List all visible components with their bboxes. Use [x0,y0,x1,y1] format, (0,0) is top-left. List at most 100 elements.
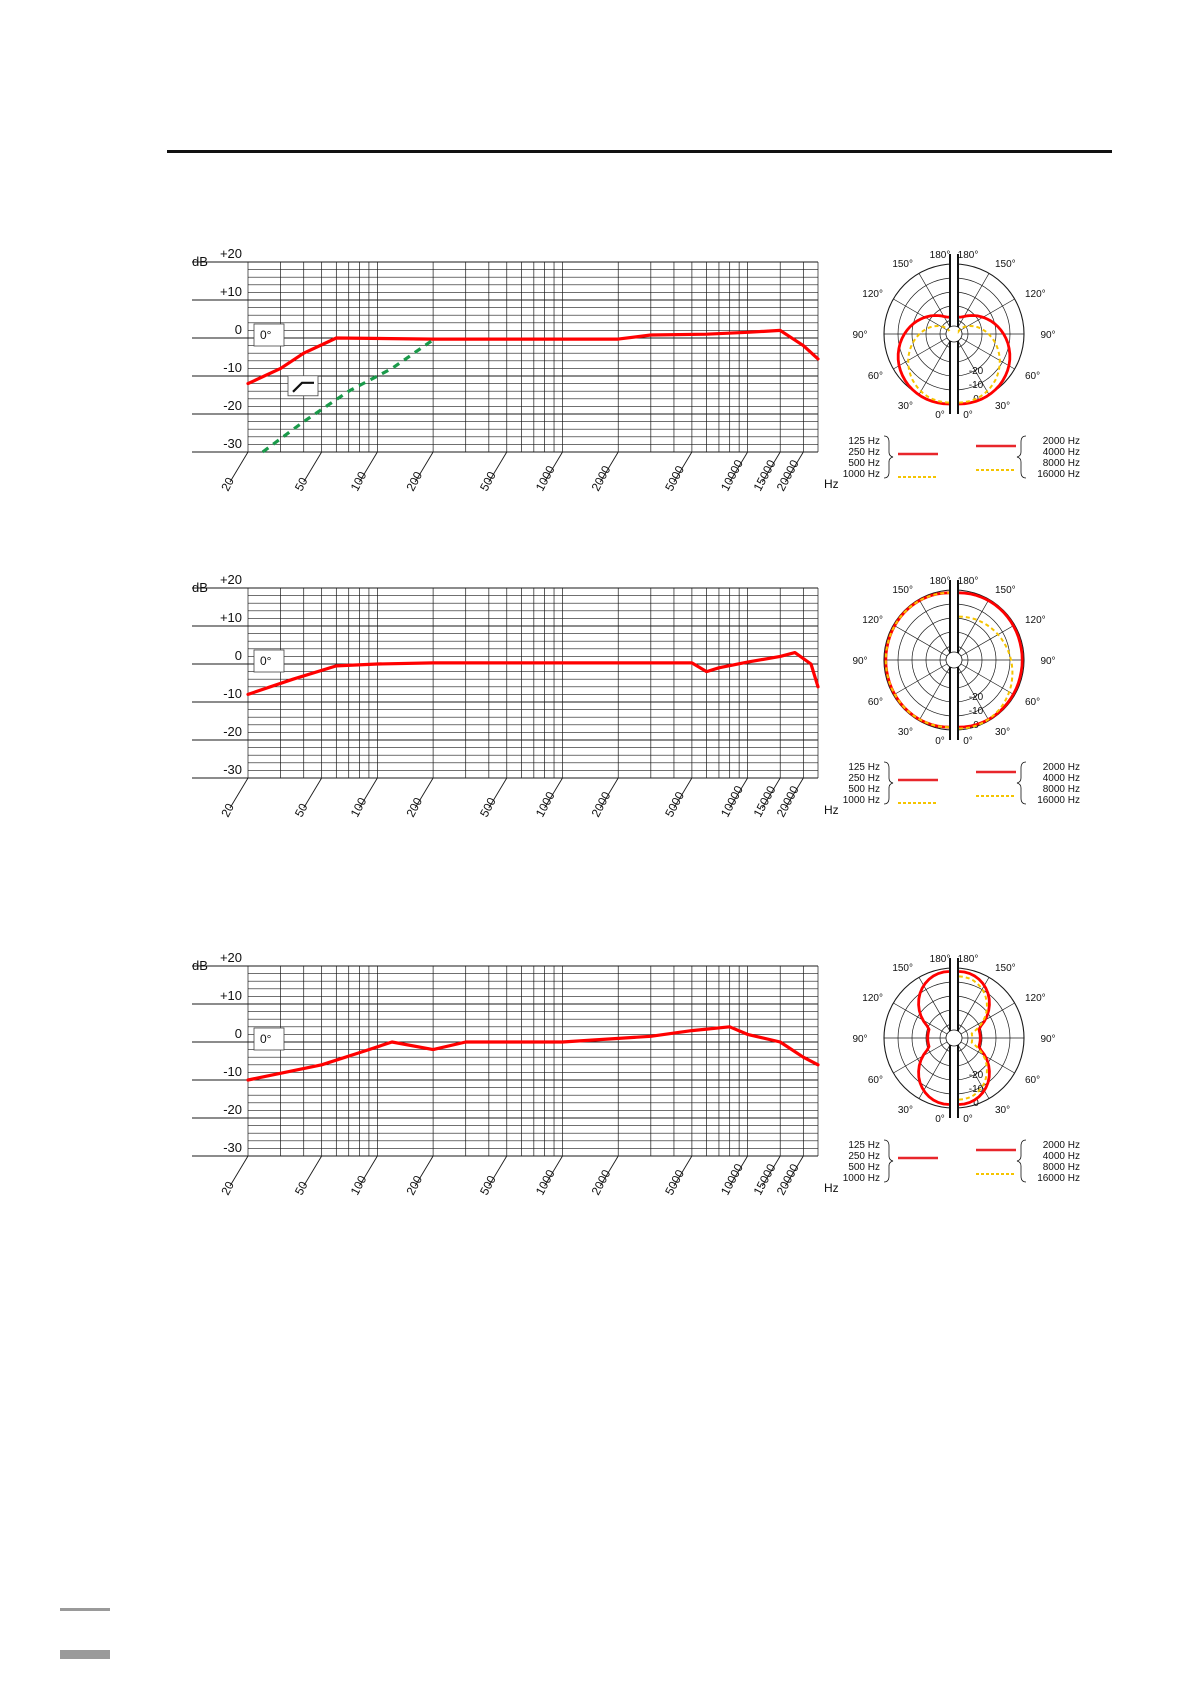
angle-annotation: 0° [260,1032,272,1046]
x-tick-label: 5000 [662,463,687,493]
x-tick-label: 200 [403,1173,425,1198]
y-tick-label: -20 [223,398,242,413]
legend-right-label: 4000 Hz [1043,1151,1080,1162]
polar-angle-label: 150° [995,585,1016,596]
y-tick-label: 0 [235,1026,242,1041]
x-axis-unit: Hz [824,1181,839,1195]
y-tick-label: -20 [223,724,242,739]
x-tick-mark [544,1155,563,1187]
legend-right-label: 4000 Hz [1043,773,1080,784]
x-tick-label: 1000 [533,789,558,819]
x-tick-label: 20000 [774,457,802,493]
legend-left-label: 500 Hz [848,1162,880,1173]
polar-angle-label: 0° [935,410,945,421]
polar-db-label: -10 [969,1084,984,1095]
polar-angle-label: 60° [868,371,883,382]
polar-spoke [893,333,955,370]
polar-angle-label: 30° [995,401,1010,412]
legend-right-label: 2000 Hz [1043,436,1080,447]
polar-angle-label: 150° [995,963,1016,974]
x-tick-label: 1000 [533,463,558,493]
polar-spoke [918,1037,955,1099]
legend-right-label: 2000 Hz [1043,762,1080,773]
polar-angle-label: 60° [1025,697,1040,708]
frequency-response-curve-red [246,1025,820,1082]
polar-angle-label: 180° [930,954,951,965]
grid [192,965,819,1157]
legend-left-label: 250 Hz [848,1151,880,1162]
y-tick-label: -20 [223,1102,242,1117]
x-tick-label: 200 [403,795,425,820]
polar-angle-label: 0° [963,1114,973,1125]
polar-curve-red [917,970,950,1106]
x-tick-mark [784,777,804,809]
polar-angle-label: 0° [935,1114,945,1125]
x-tick-label: 50 [292,1179,311,1198]
x-tick-label: 500 [477,1173,499,1198]
x-tick-mark [229,451,249,483]
polar-pattern-chart-1: 180° 150° 120° 90° 60° 30° 0° 180° 150° 120° 90° 60… [843,250,1080,480]
x-tick-label: 5000 [662,789,687,819]
legend-right-brace [1016,1139,1027,1183]
polar-angle-label: 60° [1025,1075,1040,1086]
x-tick-mark [359,1155,378,1187]
x-tick-label: 10000 [718,783,746,819]
polar-angle-label: 90° [1040,330,1055,341]
x-tick-mark [544,777,563,809]
x-tick-mark [729,1155,749,1187]
polar-db-label: 0 [973,1098,979,1109]
polar-angle-label: 90° [1040,656,1055,667]
polar-curve-yellow [907,324,951,404]
legend-left-brace [883,761,894,805]
polar-angle-label: 180° [958,954,979,965]
x-tick-label: 20000 [774,783,802,819]
x-tick-mark [729,777,749,809]
legend-left-brace [883,435,894,479]
legend-right-label: 8000 Hz [1043,1162,1080,1173]
polar-spoke [953,599,990,661]
x-axis-unit: Hz [824,477,839,491]
x-tick-label: 500 [477,795,499,820]
polar-spoke [953,1037,990,1099]
polar-angle-label: 30° [898,401,913,412]
legend-left-label: 500 Hz [848,784,880,795]
polar-angle-label: 120° [1025,993,1046,1004]
x-tick-label: 10000 [718,1161,746,1197]
polar-angle-label: 150° [892,585,913,596]
y-tick-label: 0 [235,648,242,663]
legend-right-label: 16000 Hz [1037,1173,1080,1184]
legend-right-label: 4000 Hz [1043,447,1080,458]
x-tick-label: 10000 [718,457,746,493]
grid [192,587,819,779]
polar-curve-yellow [957,324,1001,404]
legend-left-label: 1000 Hz [843,1173,880,1184]
y-tick-label: -10 [223,1064,242,1079]
polar-spoke [918,333,955,395]
x-tick-mark [784,451,804,483]
frequency-response-curve-green [261,338,435,454]
x-tick-label: 50 [292,801,311,820]
polar-spoke [953,273,990,335]
legend-right-label: 16000 Hz [1037,795,1080,806]
y-tick-label: +20 [220,950,242,965]
polar-angle-label: 180° [930,576,951,587]
legend-right-label: 16000 Hz [1037,469,1080,480]
polar-angle-label: 0° [963,736,973,747]
polar-angle-label: 120° [862,993,883,1004]
x-tick-label: 5000 [662,1167,687,1197]
x-tick-mark [414,451,434,483]
x-axis-unit: Hz [824,803,839,817]
polar-angle-label: 90° [852,330,867,341]
y-tick-label: -30 [223,436,242,451]
x-tick-mark [303,777,323,809]
x-tick-mark [673,1155,693,1187]
legend-left-label: 125 Hz [848,1140,880,1151]
frequency-response-chart-2: dB +20 +10 0 -10 -20 -30 20 50 100 200 500 1000 2000 5… [192,572,839,820]
polar-angle-label: 30° [898,727,913,738]
x-tick-label: 2000 [589,1167,614,1197]
x-tick-mark [303,451,323,483]
polar-angle-label: 60° [868,697,883,708]
y-tick-label: -10 [223,360,242,375]
angle-annotation-box [253,649,285,673]
polar-spoke [918,659,955,721]
